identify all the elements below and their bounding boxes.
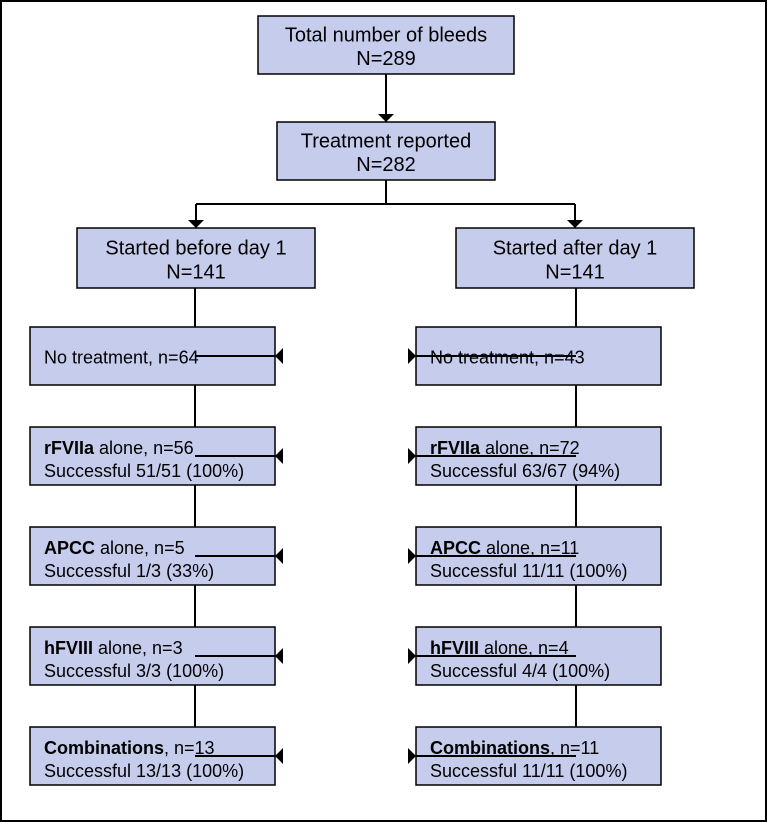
left-leaf-2-line1: APCC alone, n=5 — [44, 538, 185, 558]
right-leaf-3-line2: Successful 4/4 (100%) — [430, 661, 610, 681]
flowchart-frame: { "type": "flowchart", "canvas": { "widt… — [0, 0, 767, 822]
left-leaf-1-line2: Successful 51/51 (100%) — [44, 461, 244, 481]
left-leaf-1-line1: rFVIIa alone, n=56 — [44, 438, 194, 458]
left-leaf-3-line2: Successful 3/3 (100%) — [44, 661, 224, 681]
right-arrowhead-4 — [408, 748, 416, 764]
left-arrowhead-3 — [275, 648, 283, 664]
right-leaf-3-line1: hFVIII alone, n=4 — [430, 638, 569, 658]
node-after-line2: N=141 — [545, 261, 605, 283]
right-leaf-1-line1: rFVIIa alone, n=72 — [430, 438, 580, 458]
left-leaf-4-line2: Successful 13/13 (100%) — [44, 761, 244, 781]
flowchart-svg: Total number of bleedsN=289 Treatment rep… — [2, 2, 767, 822]
right-arrowhead-2 — [408, 548, 416, 564]
left-leaf-3-line1: hFVIII alone, n=3 — [44, 638, 183, 658]
right-arrowhead-1 — [408, 448, 416, 464]
left-arrowhead-4 — [275, 748, 283, 764]
right-leaf-2-line2: Successful 11/11 (100%) — [430, 561, 627, 581]
node-total-line1: Total number of bleeds — [285, 25, 487, 47]
left-arrowhead-2 — [275, 548, 283, 564]
arrowhead-left-branch — [188, 220, 204, 228]
left-arrowhead-1 — [275, 448, 283, 464]
left-leaf-4-line1: Combinations, n=13 — [44, 738, 215, 758]
left-leaf-0-line1: No treatment, n=64 — [44, 348, 199, 368]
right-arrowhead-0 — [408, 348, 416, 364]
right-leaf-4-line1: Combinations, n=11 — [430, 738, 599, 758]
right-leaf-0-line1: No treatment, n=43 — [430, 348, 585, 368]
node-before-line1: Started before day 1 — [105, 237, 286, 259]
right-leaf-4-line2: Successful 11/11 (100%) — [430, 761, 627, 781]
left-arrowhead-0 — [275, 348, 283, 364]
right-arrowhead-3 — [408, 648, 416, 664]
node-total-line2: N=289 — [356, 48, 416, 70]
arrowhead-total-reported — [378, 114, 394, 122]
node-reported-line1: Treatment reported — [301, 131, 471, 153]
arrowhead-right-branch — [567, 220, 583, 228]
left-leaf-2-line2: Successful 1/3 (33%) — [44, 561, 214, 581]
node-after-line1: Started after day 1 — [493, 237, 658, 259]
node-before-line2: N=141 — [166, 261, 226, 283]
right-leaf-1-line2: Successful 63/67 (94%) — [430, 461, 620, 481]
node-reported-line2: N=282 — [356, 154, 416, 176]
right-leaf-2-line1: APCC alone, n=11 — [430, 538, 579, 558]
